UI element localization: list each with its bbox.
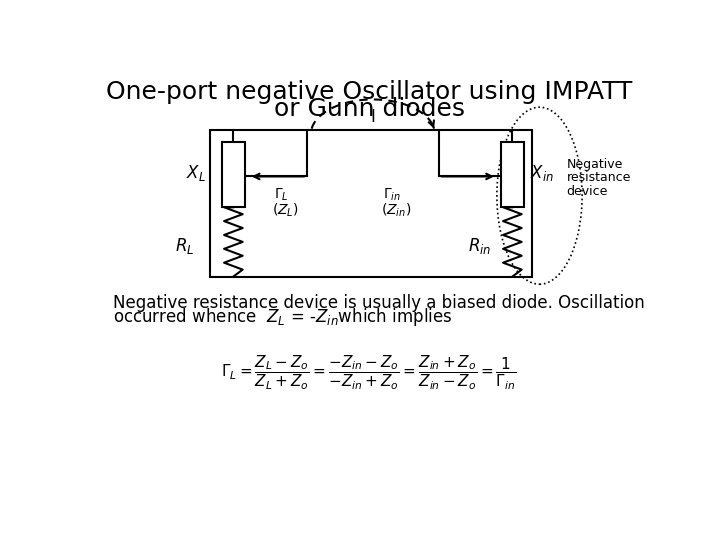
Text: $R_{in}$: $R_{in}$ bbox=[468, 236, 492, 256]
Bar bbox=[210, 130, 532, 276]
Text: $X_{in}$: $X_{in}$ bbox=[530, 163, 554, 183]
Text: $\Gamma_{in}$: $\Gamma_{in}$ bbox=[383, 187, 401, 204]
Text: Negative resistance device is usually a biased diode. Oscillation: Negative resistance device is usually a … bbox=[113, 294, 645, 313]
Bar bbox=[222, 142, 245, 207]
Text: occurred whence  $Z_L$ = -$Z_{in}$which implies: occurred whence $Z_L$ = -$Z_{in}$which i… bbox=[113, 306, 453, 328]
Text: resistance: resistance bbox=[567, 172, 631, 185]
Text: I: I bbox=[370, 108, 375, 126]
Text: One-port negative Oscillator using IMPATT: One-port negative Oscillator using IMPAT… bbox=[106, 80, 632, 104]
Text: $(Z_L)$: $(Z_L)$ bbox=[272, 201, 299, 219]
Text: $(Z_{in})$: $(Z_{in})$ bbox=[381, 201, 411, 219]
Text: device: device bbox=[567, 185, 608, 198]
Bar bbox=[500, 142, 524, 207]
Text: $R_L$: $R_L$ bbox=[175, 236, 194, 256]
Text: or Gunn diodes: or Gunn diodes bbox=[274, 97, 464, 122]
Text: $\Gamma_L$: $\Gamma_L$ bbox=[274, 187, 289, 204]
Text: Negative: Negative bbox=[567, 158, 623, 171]
Text: $\Gamma_L = \dfrac{Z_L - Z_o}{Z_L + Z_o} = \dfrac{-Z_{in} - Z_o}{-Z_{in} + Z_o} : $\Gamma_L = \dfrac{Z_L - Z_o}{Z_L + Z_o}… bbox=[221, 354, 517, 392]
Text: $X_L$: $X_L$ bbox=[186, 163, 206, 183]
